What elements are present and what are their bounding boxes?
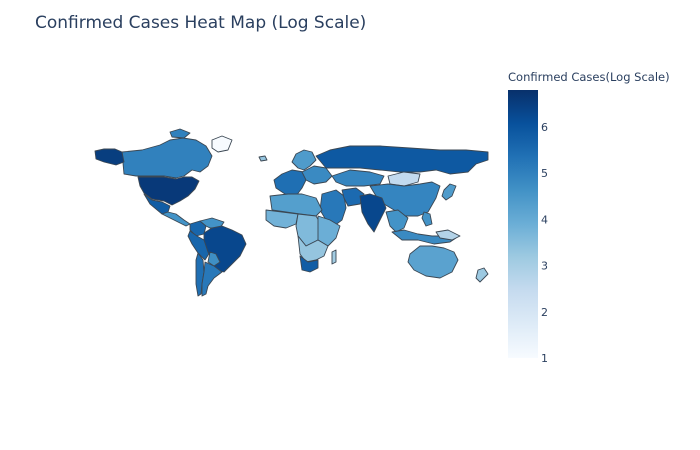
- colorbar-tick-label: 1: [541, 352, 548, 365]
- country-india[interactable]: India: [360, 194, 386, 232]
- colorbar: 1 2 3 4 5 6: [508, 90, 548, 365]
- country-united-states[interactable]: United States: [138, 177, 199, 205]
- country-philippines[interactable]: Philippines: [422, 212, 432, 226]
- world-map: CanadaAlaskaGreenlandUnited StatesMexico…: [95, 129, 488, 296]
- country-japan[interactable]: Japan: [442, 184, 456, 200]
- country-alaska[interactable]: Alaska: [95, 149, 124, 165]
- colorbar-tick-label: 5: [541, 167, 548, 180]
- country-western-europe[interactable]: Western Europe: [274, 170, 306, 196]
- colorbar-gradient: [508, 90, 538, 358]
- country-greenland[interactable]: Greenland: [212, 136, 232, 152]
- country-canada[interactable]: Canada: [122, 129, 212, 178]
- country-iceland[interactable]: Iceland: [259, 156, 267, 161]
- country-australia[interactable]: Australia: [408, 246, 458, 278]
- colorbar-tick-label: 6: [541, 121, 548, 134]
- colorbar-tick-label: 2: [541, 306, 548, 319]
- colorbar-tick-label: 3: [541, 260, 548, 273]
- country-new-zealand[interactable]: New Zealand: [476, 268, 488, 282]
- colorbar-tick-label: 4: [541, 213, 548, 226]
- country-madagascar[interactable]: Madagascar: [332, 250, 336, 264]
- country-mongolia[interactable]: Mongolia: [388, 172, 420, 186]
- country-kazakhstan[interactable]: Kazakhstan: [332, 170, 384, 186]
- country-central-america[interactable]: Central America: [162, 212, 190, 226]
- country-russia[interactable]: Russia: [316, 146, 488, 174]
